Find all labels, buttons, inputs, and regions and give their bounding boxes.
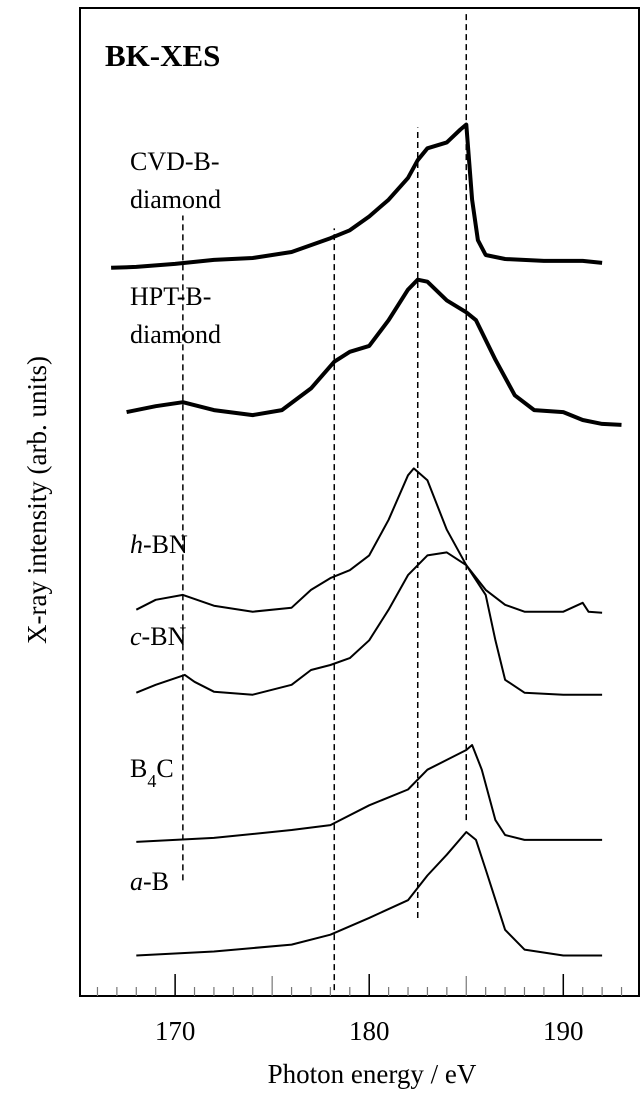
- x-tick-label: 170: [155, 1016, 196, 1046]
- y-axis-label: X-ray intensity (arb. units): [22, 356, 52, 644]
- plot-frame: [79, 7, 640, 997]
- spectrum-line: [136, 744, 603, 843]
- x-tick-label: 190: [543, 1016, 584, 1046]
- chart-title: BK-XES: [105, 38, 220, 73]
- series-label: diamond: [130, 185, 221, 214]
- series-label: diamond: [130, 320, 221, 349]
- series-label: c-BN: [130, 622, 187, 651]
- series-label: HPT-B-: [130, 282, 211, 311]
- series-label: a-B: [130, 867, 169, 896]
- series-label: B4C: [130, 754, 174, 791]
- series-label: CVD-B-: [130, 147, 220, 176]
- spectrum-line: [135, 551, 603, 696]
- spectrum-line: [136, 831, 603, 957]
- series-label: h-BN: [130, 530, 188, 559]
- spectrum-line: [111, 122, 603, 270]
- spectrum-line: [126, 277, 622, 427]
- x-axis-label: Photon energy / eV: [268, 1059, 477, 1089]
- x-tick-label: 180: [349, 1016, 390, 1046]
- spectrum-line: [135, 467, 603, 614]
